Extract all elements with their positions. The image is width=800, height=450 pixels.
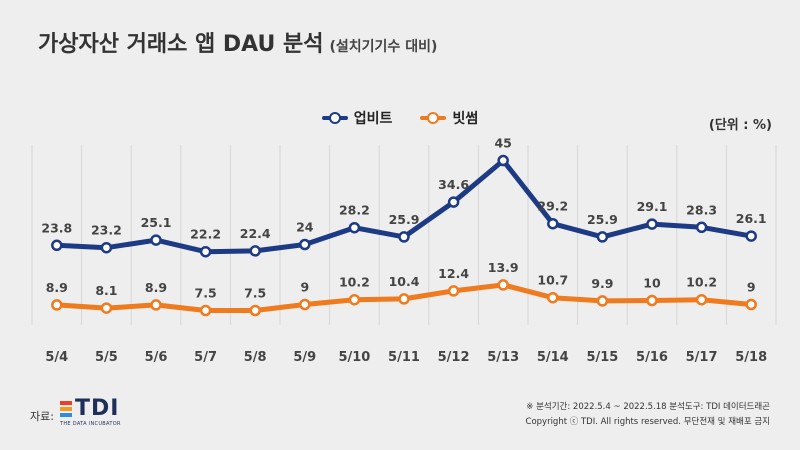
legend-item-bithumb: 빗썸 [420,108,478,128]
data-label-upbit: 34.6 [438,177,469,192]
data-point-upbit [447,196,460,208]
data-point-bithumb [695,293,708,306]
data-point-upbit [596,231,609,243]
data-point-upbit [51,239,63,252]
x-tick-label: 5/6 [145,350,168,365]
data-point-upbit [547,217,559,230]
chart-legend: 업비트 빗썸 [0,108,800,128]
data-label-upbit: 28.3 [686,202,717,217]
x-tick-label: 5/5 [95,350,118,365]
data-point-upbit [249,245,261,257]
x-tick-label: 5/18 [735,350,767,365]
data-point-bithumb [497,279,509,291]
x-tick-label: 5/17 [686,350,718,365]
data-point-upbit [100,241,113,254]
data-label-upbit: 22.2 [190,227,221,242]
x-tick-label: 5/12 [438,350,470,365]
x-tick-label: 5/13 [487,350,519,365]
data-label-bithumb: 8.1 [95,283,117,298]
data-point-upbit [398,231,410,243]
data-point-upbit [646,218,658,230]
data-label-bithumb: 10.2 [686,275,717,290]
data-point-upbit [348,221,361,234]
data-point-upbit [695,221,708,234]
x-tick-label: 5/9 [293,350,316,365]
data-label-bithumb: 8.9 [145,280,167,295]
x-tick-label: 5/11 [388,350,420,365]
data-point-bithumb [596,295,609,307]
legend-line-icon-upbit [321,112,348,124]
x-tick-label: 5/4 [45,350,68,365]
data-label-upbit: 25.9 [587,212,618,227]
title-subtitle: (설치기기수 대비) [329,39,438,55]
x-tick-label: 5/16 [636,350,668,365]
data-label-upbit: 29.2 [537,199,568,214]
data-point-bithumb [447,285,460,297]
data-point-bithumb [348,293,361,306]
data-label-bithumb: 7.5 [195,286,217,301]
data-point-upbit [745,230,757,242]
x-tick-label: 5/14 [537,350,569,365]
data-point-upbit [299,238,311,251]
data-point-bithumb [299,298,311,311]
analysis-period: ※ 분석기간: 2022.5.4 ~ 2022.5.18 분석도구: TDI 데… [526,402,770,412]
tdi-logo: TDI THE DATA INCUBATOR [60,398,121,427]
data-point-bithumb [646,294,658,307]
data-point-bithumb [51,299,63,311]
data-label-bithumb: 10.4 [389,274,420,289]
data-label-upbit: 24 [296,220,314,235]
data-label-upbit: 25.9 [389,212,420,227]
data-label-upbit: 22.4 [240,226,271,241]
title-text: 가상자산 거래소 앱 DAU 분석 [38,32,324,57]
data-label-upbit: 25.1 [141,215,172,230]
chart-title: 가상자산 거래소 앱 DAU 분석 (설치기기수 대비) [38,26,437,58]
copyright: Copyright ⓒ TDI. All rights reserved. 무단… [525,417,770,427]
x-tick-label: 5/7 [194,350,217,365]
data-label-upbit: 26.1 [736,211,767,226]
data-point-upbit [199,245,212,258]
data-point-bithumb [398,293,410,305]
data-label-bithumb: 8.9 [46,280,68,295]
data-point-bithumb [100,302,113,314]
data-label-bithumb: 9.9 [591,276,613,291]
legend-label-upbit: 업비트 [353,111,393,127]
logo-text: TDI [75,396,120,421]
data-label-upbit: 45 [494,136,511,151]
x-tick-label: 5/15 [586,350,618,365]
data-point-bithumb [547,291,559,304]
data-point-upbit [497,154,509,167]
data-point-bithumb [199,304,212,317]
data-label-bithumb: 9 [747,280,756,295]
legend-label-bithumb: 빗썸 [452,111,479,127]
data-label-bithumb: 12.4 [438,266,469,281]
data-point-upbit [150,234,162,246]
data-label-bithumb: 10.2 [339,275,370,290]
x-tick-label: 5/8 [244,350,267,365]
data-label-upbit: 23.2 [91,223,122,238]
data-point-bithumb [249,304,261,317]
data-label-upbit: 28.2 [339,203,370,218]
tdi-logo-mark-icon [60,401,72,417]
source-label: 자료: [30,410,54,423]
data-label-bithumb: 7.5 [244,286,266,301]
footnote: ※ 분석기간: 2022.5.4 ~ 2022.5.18 분석도구: TDI 데… [526,400,770,430]
data-point-bithumb [745,298,757,311]
data-label-upbit: 29.1 [637,199,668,214]
x-tick-label: 5/10 [338,350,370,365]
data-point-bithumb [150,299,162,311]
data-label-bithumb: 9 [300,280,309,295]
unit-label: (단위 : %) [708,118,772,133]
data-label-bithumb: 10.7 [537,273,568,288]
legend-line-icon-bithumb [420,112,447,124]
data-label-bithumb: 10 [643,276,661,291]
data-label-bithumb: 13.9 [488,260,519,275]
data-label-upbit: 23.8 [41,220,72,235]
logo-subtext: THE DATA INCUBATOR [60,421,121,427]
legend-item-upbit: 업비트 [321,108,393,128]
